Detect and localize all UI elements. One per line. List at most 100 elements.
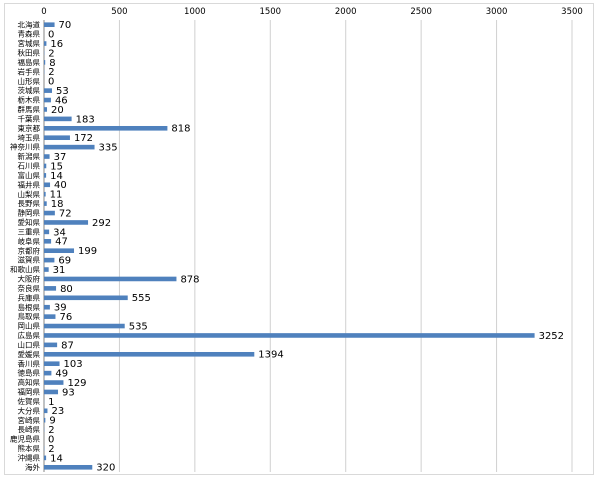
category-label: 愛知県 (18, 217, 41, 227)
category-label: 山梨県 (18, 189, 41, 199)
value-label: 20 (51, 105, 64, 116)
bar (44, 97, 51, 103)
category-label: 静岡県 (18, 208, 41, 218)
value-label: 1394 (258, 350, 283, 361)
category-label: 千葉県 (18, 113, 41, 123)
bar (44, 22, 55, 28)
bar (44, 323, 125, 329)
x-tick-label: 2500 (410, 7, 432, 17)
x-tick-label: 1500 (259, 7, 281, 17)
bar (44, 41, 47, 46)
x-tick-label: 2000 (335, 7, 357, 17)
value-label: 46 (55, 95, 68, 106)
value-label: 199 (78, 246, 97, 257)
category-label: 海外 (25, 462, 40, 472)
value-label: 535 (129, 321, 148, 332)
bar (44, 210, 55, 216)
bar (44, 154, 50, 159)
value-label: 2 (48, 67, 54, 78)
value-label: 818 (171, 124, 190, 135)
value-label: 16 (50, 39, 63, 50)
category-label: 福井県 (18, 179, 41, 189)
category-label: 大阪府 (18, 274, 41, 284)
value-label: 103 (64, 359, 83, 370)
value-label: 0 (48, 434, 54, 445)
category-label: 青森県 (18, 29, 41, 39)
bar (44, 88, 52, 93)
bar (44, 389, 59, 395)
bar (44, 116, 72, 122)
bar (44, 408, 48, 414)
value-label: 0 (48, 77, 54, 88)
value-label: 93 (62, 387, 75, 398)
value-label: 11 (50, 190, 63, 201)
value-label: 53 (56, 86, 69, 97)
value-label: 80 (60, 284, 73, 295)
value-label: 37 (54, 152, 67, 163)
category-label: 岡山県 (18, 321, 41, 331)
category-label: 高知県 (18, 377, 41, 387)
bar (44, 380, 64, 385)
bar (44, 182, 51, 188)
value-label: 2 (48, 425, 54, 436)
value-label: 878 (180, 274, 199, 285)
bar (44, 191, 46, 197)
category-label: 奈良県 (18, 283, 41, 293)
category-label: 富山県 (18, 170, 41, 180)
category-label: 大分県 (18, 405, 41, 415)
category-label: 新潟県 (18, 151, 41, 161)
category-label: 三重県 (18, 227, 41, 236)
category-label: 山形県 (18, 76, 41, 86)
bar (44, 333, 535, 338)
category-label: 秋田県 (18, 48, 41, 58)
category-label: 鹿児島県 (10, 434, 40, 444)
category-label: 滋賀県 (18, 255, 41, 265)
value-label: 34 (53, 227, 66, 238)
category-label: 福島県 (18, 57, 41, 67)
category-label: 石川県 (18, 162, 41, 171)
value-label: 292 (92, 218, 111, 229)
category-label: 茨城県 (18, 85, 41, 95)
category-label: 宮崎県 (18, 415, 41, 425)
category-label: 長崎県 (18, 424, 41, 434)
bar (44, 220, 89, 225)
value-label: 1 (48, 397, 54, 408)
bar (44, 314, 56, 319)
category-label: 愛媛県 (18, 349, 41, 359)
value-label: 23 (51, 406, 64, 417)
value-label: 14 (50, 453, 63, 464)
category-label: 佐賀県 (18, 396, 41, 406)
bar (44, 417, 46, 423)
category-label: 島根県 (18, 302, 41, 312)
value-label: 70 (59, 20, 72, 31)
value-label: 76 (59, 312, 72, 323)
value-label: 87 (61, 340, 74, 351)
value-label: 14 (50, 171, 63, 182)
value-label: 183 (76, 114, 95, 125)
bar (44, 257, 55, 263)
value-label: 15 (50, 161, 63, 172)
category-label: 岩手県 (18, 66, 41, 76)
bar (44, 173, 47, 178)
bar (44, 361, 60, 367)
bar (44, 304, 50, 310)
bar (44, 107, 48, 112)
bar (44, 135, 70, 141)
category-label: 北海道 (18, 19, 41, 29)
value-label: 69 (58, 256, 71, 267)
bar (44, 295, 128, 301)
value-label: 39 (54, 303, 67, 314)
value-label: 320 (96, 463, 115, 474)
value-label: 8 (49, 58, 55, 69)
category-label: 香川県 (18, 358, 41, 368)
bar (44, 276, 177, 282)
value-label: 2 (48, 444, 54, 455)
bar (44, 229, 50, 235)
value-label: 2 (48, 48, 54, 59)
x-tick-label: 3500 (561, 7, 583, 17)
bar (44, 248, 75, 254)
value-label: 47 (55, 237, 68, 248)
value-label: 18 (51, 199, 64, 210)
category-label: 山口県 (18, 339, 41, 349)
